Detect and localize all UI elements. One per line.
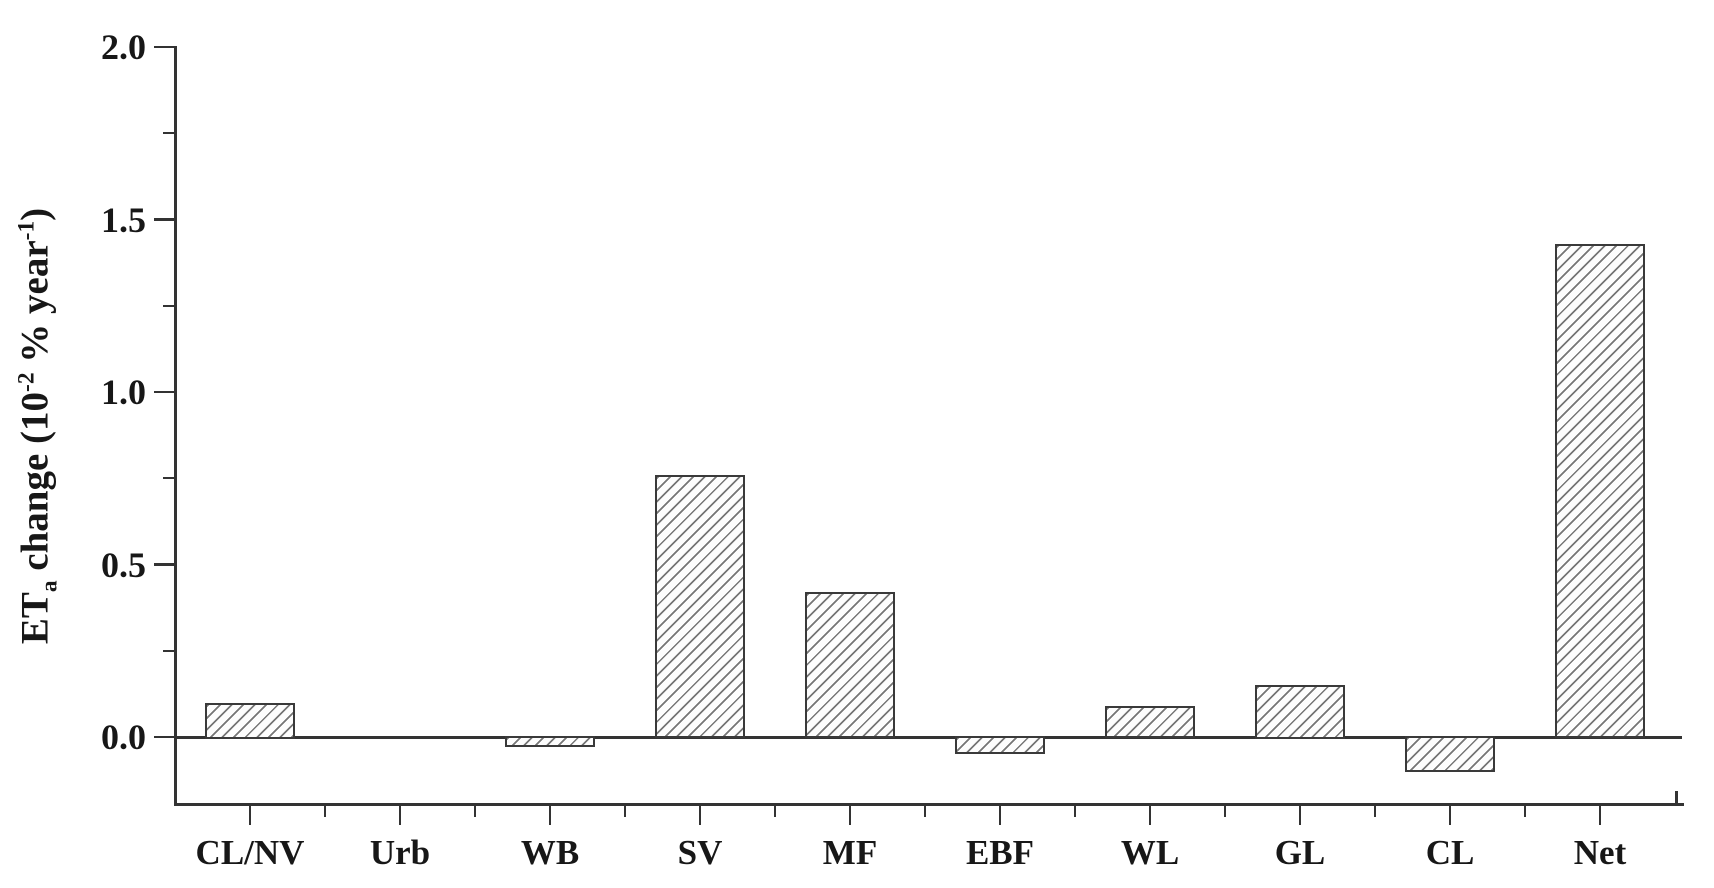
bar-wl: [1105, 705, 1195, 739]
bar-net: [1555, 243, 1645, 739]
y-axis-title: ETa change (10-2 % year-1): [12, 208, 63, 644]
y-axis-title-segment: change (10: [13, 391, 57, 581]
x-category-label: GL: [1274, 833, 1326, 872]
y-axis-line: [173, 45, 177, 806]
bar-sv: [655, 474, 745, 739]
x-minor-tick: [323, 805, 327, 817]
x-axis-line: [173, 802, 1684, 806]
y-axis-title-segment: a: [36, 580, 63, 593]
x-category-label: Urb: [369, 833, 431, 872]
y-tick-label: 2.0: [101, 27, 146, 67]
x-category-label: CL: [1425, 833, 1475, 872]
y-axis-title-segment: ): [13, 207, 57, 221]
y-minor-tick: [163, 304, 175, 307]
x-minor-tick: [473, 805, 477, 817]
y-tick: [154, 735, 175, 739]
x-category-label: EBF: [965, 833, 1035, 872]
y-axis-title-segment: -1: [13, 220, 40, 241]
x-axis-end-cap: [1675, 791, 1678, 804]
x-tick: [1148, 805, 1152, 825]
y-axis-title-segment: % year: [13, 240, 57, 373]
x-minor-tick: [923, 805, 927, 817]
y-tick-label: 0.5: [101, 544, 146, 585]
bar-gl: [1255, 685, 1345, 739]
x-category-label: MF: [822, 833, 878, 872]
y-tick: [154, 390, 175, 394]
x-category-label: SV: [677, 833, 723, 872]
x-minor-tick: [773, 805, 777, 817]
y-minor-tick: [163, 649, 175, 652]
x-category-label: Net: [1573, 833, 1627, 872]
x-tick: [248, 805, 252, 825]
x-minor-tick: [623, 805, 627, 817]
x-tick: [398, 805, 402, 825]
y-minor-tick: [163, 477, 175, 480]
x-tick: [698, 805, 702, 825]
x-minor-tick: [1073, 805, 1077, 817]
y-tick-label: 1.5: [101, 199, 146, 240]
y-tick: [154, 563, 175, 566]
y-tick: [154, 45, 175, 49]
y-tick-label: 0.0: [101, 717, 146, 757]
y-axis-title-segment: ET: [13, 592, 57, 645]
y-minor-tick: [163, 132, 175, 135]
bar-cl-nv: [205, 702, 295, 739]
bar-wb: [505, 735, 595, 748]
x-minor-tick: [1223, 805, 1227, 817]
x-tick: [848, 805, 852, 825]
bar-mf: [805, 592, 895, 739]
bar-ebf: [955, 735, 1045, 755]
x-category-label: WL: [1120, 833, 1180, 872]
x-tick: [998, 805, 1002, 825]
x-tick: [1298, 805, 1302, 825]
x-category-label: CL/NV: [195, 833, 305, 872]
x-minor-tick: [1373, 805, 1377, 817]
zero-line: [175, 735, 1682, 739]
x-tick: [548, 805, 552, 825]
x-tick: [1448, 805, 1452, 825]
y-tick: [154, 218, 175, 221]
x-minor-tick: [1523, 805, 1527, 817]
y-axis-title-segment: -2: [13, 372, 40, 392]
y-tick-label: 1.0: [101, 372, 146, 412]
x-category-label: WB: [520, 833, 580, 872]
bar-cl: [1405, 735, 1495, 772]
x-tick: [1598, 805, 1602, 825]
